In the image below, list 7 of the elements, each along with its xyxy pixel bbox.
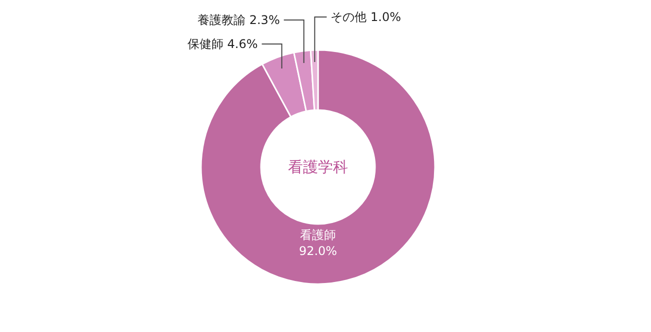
slice-label: 看護師 [300, 228, 336, 242]
data-label: 92.0% [298, 244, 338, 258]
text: 看護学科 [288, 158, 348, 176]
slice-label: その他 1.0% [330, 10, 402, 24]
slice-label: 養護教諭 2.3% [198, 13, 280, 27]
donut-slice [200, 49, 436, 285]
slice-label: 保健師 4.6% [187, 37, 258, 51]
